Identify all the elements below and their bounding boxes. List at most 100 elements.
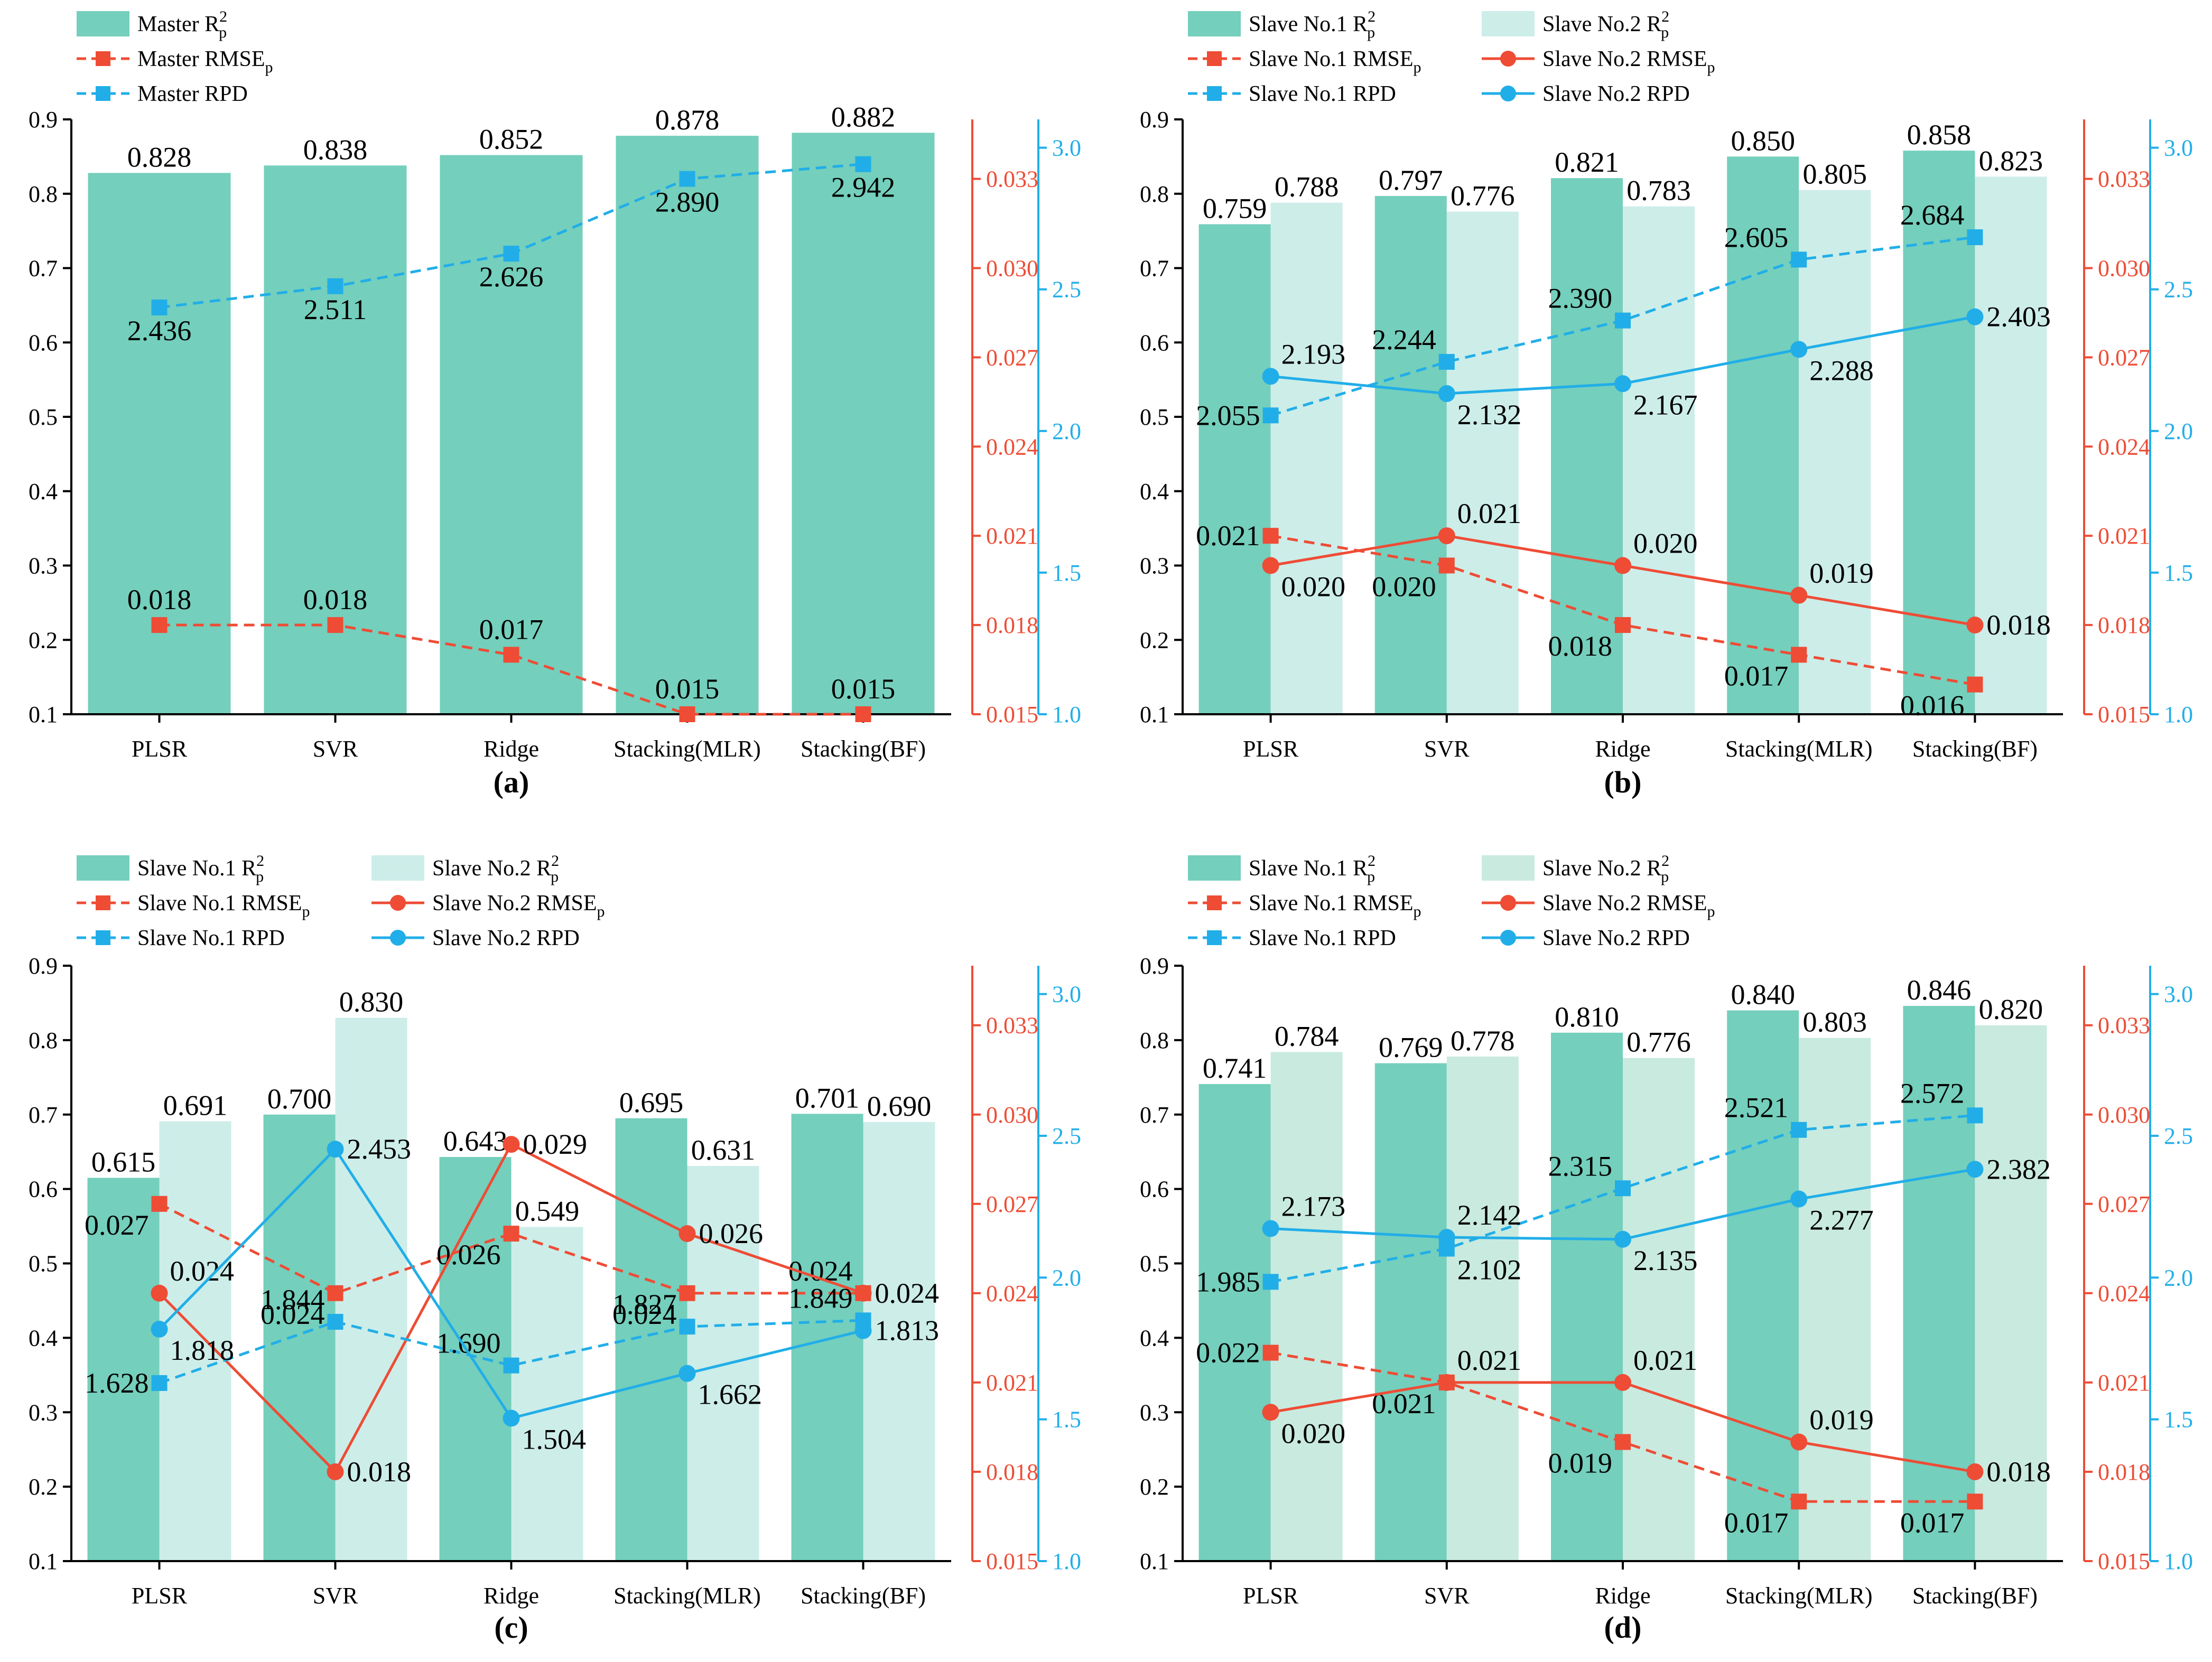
point-label-d-2-0: 1.985: [1196, 1266, 1260, 1297]
legend-label-a-0: Master R2 p: [137, 8, 227, 41]
category-label-0: PLSR: [132, 736, 188, 762]
rpd-tick-label: 1.5: [2164, 1407, 2193, 1433]
legend-label-c-1: Slave No.2 R2 p: [432, 852, 559, 885]
rmse-tick-label: 0.024: [2098, 434, 2150, 460]
category-label-2: Ridge: [1595, 736, 1650, 762]
bar-label-c-s0-2: 0.643: [443, 1125, 508, 1157]
legend-swatch-b-0: [1188, 11, 1241, 36]
point-label-c-2-0: 1.628: [85, 1367, 149, 1399]
point-label-b-2-3: 2.605: [1724, 221, 1789, 253]
legend-label-d-3: Slave No.2 RMSEp: [1542, 891, 1715, 920]
left-tick-label: 0.9: [29, 107, 58, 133]
point-b-0-3: [1791, 647, 1807, 663]
point-label-d-2-3: 2.521: [1724, 1092, 1789, 1124]
bar-d-s0-1: [1374, 1063, 1447, 1561]
bar-label-a-s0-3: 0.878: [655, 104, 720, 136]
point-b-2-3: [1791, 251, 1807, 268]
category-label-2: Ridge: [484, 736, 539, 762]
panel-label-d: (d): [1604, 1610, 1642, 1645]
rmse-tick-label: 0.033: [986, 1013, 1038, 1039]
point-d-0-2: [1615, 1434, 1631, 1450]
point-label-a-0-0: 0.018: [127, 584, 192, 615]
rpd-tick-label: 2.0: [1052, 1265, 1081, 1291]
legend-label-c-5: Slave No.2 RPD: [432, 926, 580, 950]
point-c-3-0: [151, 1321, 168, 1338]
point-label-d-2-4: 2.572: [1900, 1077, 1965, 1109]
category-label-2: Ridge: [1595, 1583, 1650, 1609]
bar-label-d-s0-3: 0.840: [1731, 979, 1795, 1011]
point-c-0-0: [151, 1196, 168, 1212]
left-tick-label: 0.3: [29, 1399, 58, 1425]
rpd-tick-label: 1.0: [1052, 702, 1081, 727]
point-c-1-1: [327, 1463, 344, 1480]
point-b-2-1: [1438, 353, 1455, 370]
bar-d-s0-2: [1551, 1032, 1623, 1561]
point-c-1-3: [679, 1225, 696, 1243]
point-c-0-3: [679, 1285, 695, 1301]
point-label-c-2-4: 1.849: [788, 1282, 853, 1314]
point-label-b-1-2: 0.020: [1633, 528, 1698, 559]
point-d-3-3: [1790, 1190, 1808, 1208]
rpd-tick-label: 2.5: [1052, 1123, 1081, 1149]
point-label-b-0-1: 0.020: [1372, 571, 1436, 603]
category-label-4: Stacking(BF): [801, 736, 926, 762]
bar-label-a-s0-2: 0.852: [479, 124, 544, 155]
category-label-3: Stacking(MLR): [1725, 736, 1873, 762]
point-a-1-0: [151, 300, 168, 316]
rmse-tick-label: 0.027: [986, 1191, 1038, 1217]
rmse-tick-label: 0.015: [2098, 1548, 2150, 1574]
legend-swatch-c-1: [371, 855, 424, 881]
point-c-2-2: [503, 1357, 519, 1374]
left-tick-label: 0.3: [1140, 553, 1169, 579]
point-label-c-0-3: 0.024: [612, 1299, 677, 1330]
point-label-d-0-0: 0.022: [1196, 1337, 1260, 1369]
bar-label-b-s1-0: 0.788: [1275, 171, 1339, 203]
point-label-d-3-0: 2.173: [1281, 1190, 1346, 1222]
point-a-0-3: [679, 706, 695, 722]
point-label-b-0-3: 0.017: [1724, 660, 1789, 692]
bar-label-b-s1-1: 0.776: [1451, 180, 1515, 212]
category-label-1: SVR: [1424, 1583, 1470, 1609]
point-d-1-3: [1790, 1433, 1808, 1451]
category-label-1: SVR: [313, 1583, 358, 1609]
rpd-tick-label: 1.5: [1052, 560, 1081, 586]
rmse-tick-label: 0.030: [986, 256, 1038, 282]
point-b-3-2: [1614, 375, 1631, 393]
bar-label-d-s0-2: 0.810: [1555, 1001, 1619, 1033]
category-label-4: Stacking(BF): [1912, 1583, 2038, 1609]
legend-label-b-2: Slave No.1 RMSEp: [1249, 47, 1421, 76]
legend-label-a-2: Master RPD: [137, 82, 248, 106]
rmse-tick-label: 0.021: [2098, 523, 2150, 549]
bar-d-s1-4: [1975, 1025, 2047, 1561]
point-label-c-1-2: 0.029: [523, 1128, 588, 1160]
bar-label-b-s0-1: 0.797: [1379, 164, 1443, 196]
point-label-d-3-4: 2.382: [1986, 1153, 2051, 1185]
left-tick-label: 0.9: [1140, 953, 1169, 979]
rpd-tick-label: 1.5: [2164, 560, 2193, 586]
point-label-d-3-2: 2.135: [1633, 1245, 1698, 1276]
left-tick-label: 0.8: [1140, 1028, 1169, 1053]
left-tick-label: 0.8: [29, 1028, 58, 1053]
bar-b-s0-0: [1198, 224, 1271, 714]
point-c-1-0: [151, 1284, 168, 1302]
panel-label-b: (b): [1604, 765, 1642, 799]
bar-label-d-s1-0: 0.784: [1275, 1020, 1339, 1052]
bar-c-s0-4: [791, 1114, 863, 1561]
point-c-3-1: [327, 1141, 344, 1158]
rmse-tick-label: 0.018: [986, 1459, 1038, 1485]
left-tick-label: 0.9: [1140, 107, 1169, 133]
point-label-a-0-1: 0.018: [303, 584, 368, 615]
rpd-tick-label: 1.5: [1052, 1407, 1081, 1433]
rpd-tick-label: 3.0: [1052, 982, 1081, 1007]
point-label-b-3-0: 2.193: [1281, 338, 1346, 370]
left-tick-label: 0.7: [29, 1102, 58, 1128]
bar-label-b-s1-2: 0.783: [1627, 175, 1691, 207]
legend-marker-b-3: [1500, 51, 1516, 67]
point-b-1-4: [1966, 617, 1984, 634]
point-c-3-3: [679, 1365, 696, 1382]
bar-d-s1-3: [1799, 1038, 1871, 1561]
point-c-0-2: [503, 1226, 519, 1242]
rmse-tick-label: 0.018: [986, 612, 1038, 638]
rpd-tick-label: 1.0: [2164, 702, 2193, 727]
